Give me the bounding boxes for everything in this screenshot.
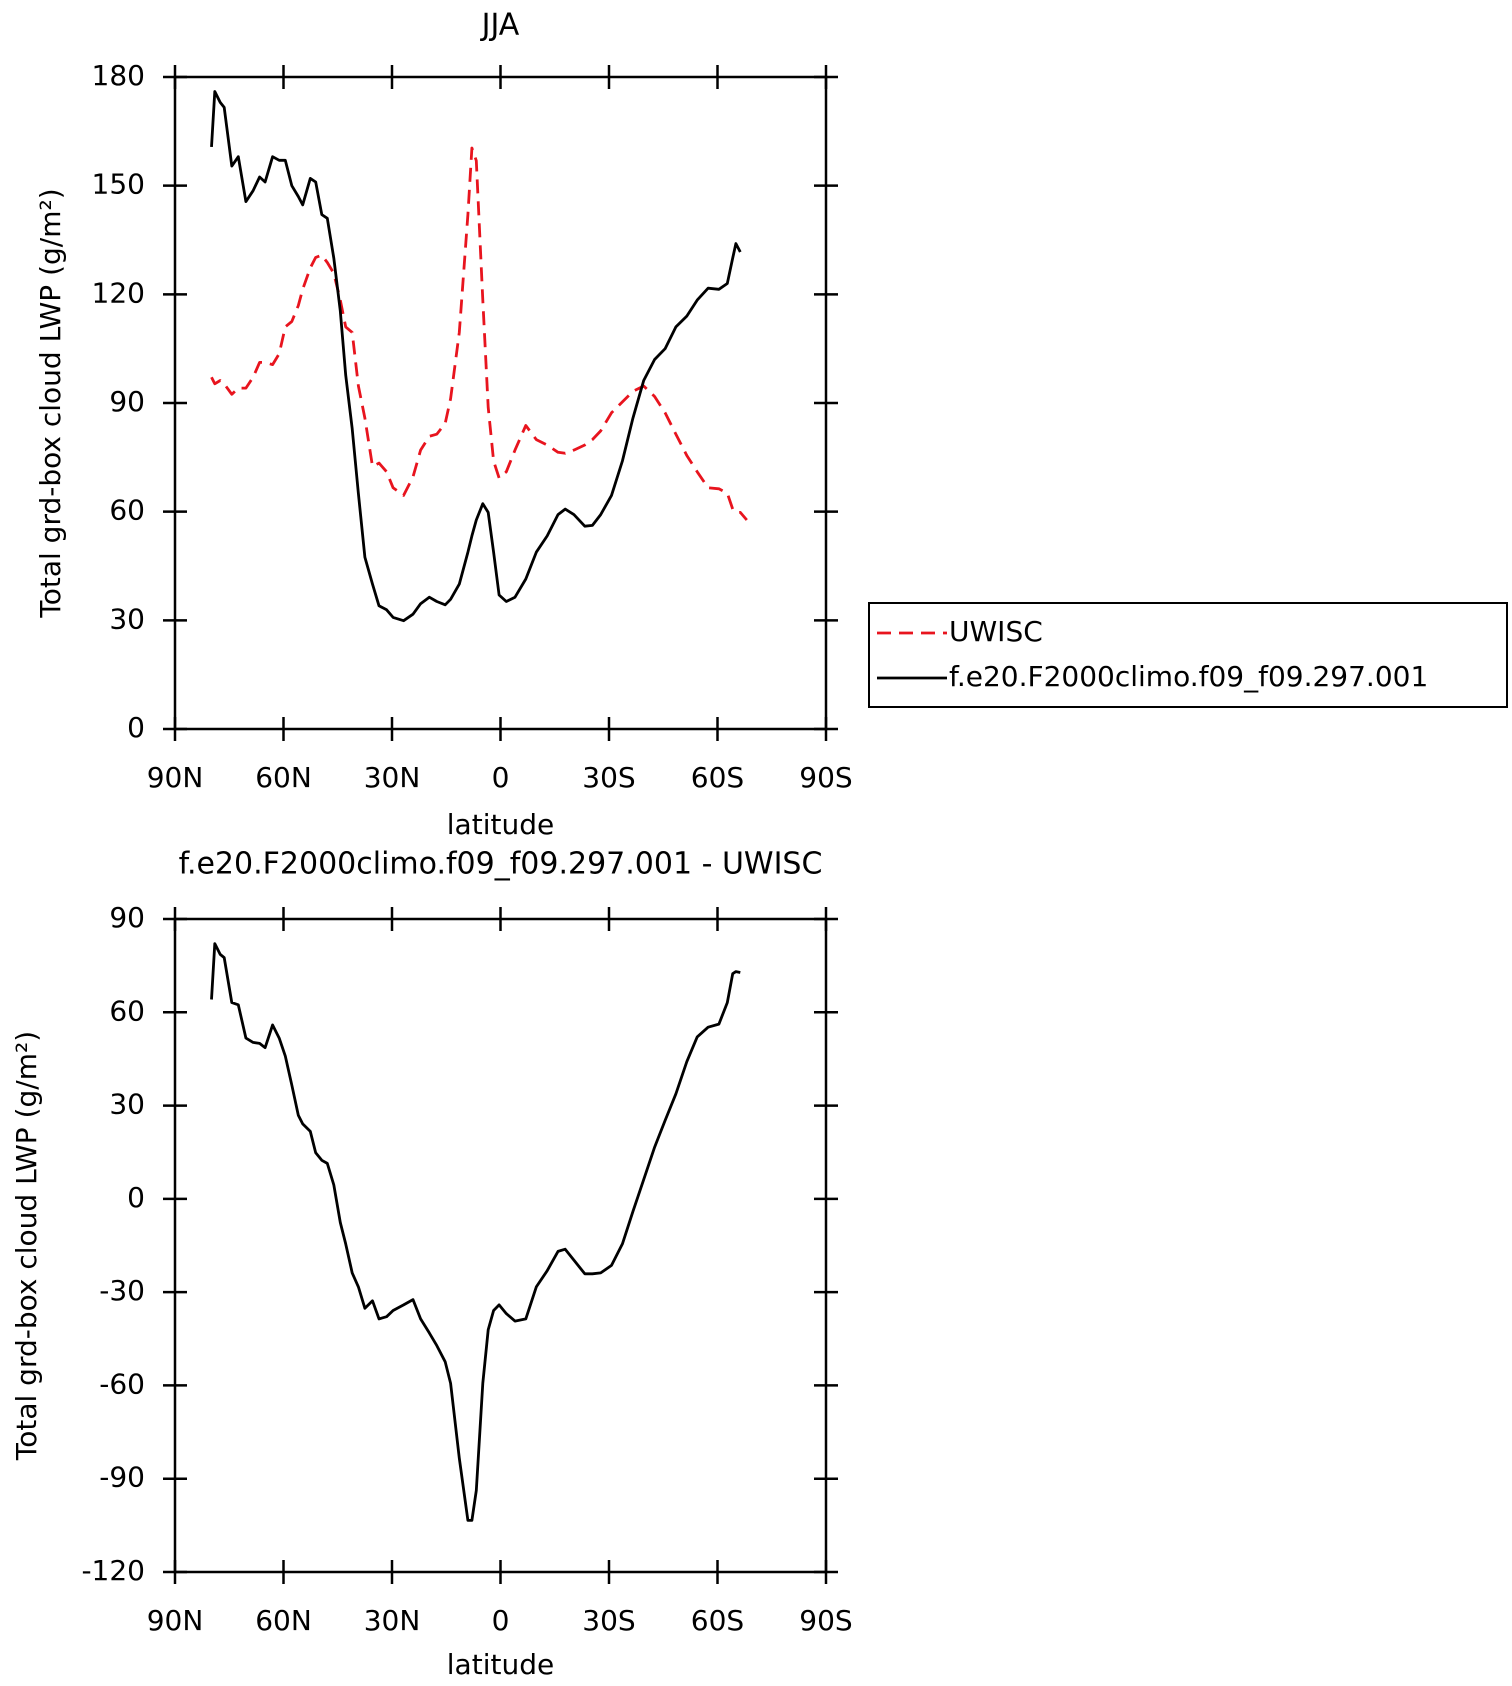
chart-title: JJA (480, 8, 520, 43)
x-tick-label: 30N (364, 1604, 421, 1637)
y-axis-label: Total grd-box cloud LWP (g/m²) (10, 1031, 43, 1461)
y-tick-label: 90 (109, 385, 145, 418)
y-tick-label: -60 (99, 1367, 145, 1400)
y-tick-label: 0 (127, 711, 145, 744)
plot-frame (173, 917, 828, 1574)
x-tick-label: 30S (582, 761, 635, 794)
x-tick-label: 90S (799, 1604, 852, 1637)
x-tick-label: 0 (492, 1604, 510, 1637)
y-tick-label: -30 (99, 1274, 145, 1307)
plot-frame (173, 75, 828, 731)
x-axis-label: latitude (447, 808, 554, 841)
y-axis-label: Total grd-box cloud LWP (g/m²) (34, 188, 67, 618)
data-line (210, 90, 742, 623)
x-tick-label: 60S (691, 1604, 744, 1637)
x-tick-label: 30N (364, 761, 421, 794)
x-axis-label: latitude (447, 1648, 554, 1681)
y-tick-label: 0 (127, 1181, 145, 1214)
y-tick-label: 120 (92, 276, 145, 309)
legend-label: UWISC (949, 615, 1043, 648)
data-line (210, 146, 748, 521)
chart-title: f.e20.F2000climo.f09_f09.297.001 - UWISC (179, 847, 823, 882)
x-tick-label: 60N (255, 761, 312, 794)
y-tick-label: 30 (109, 1088, 145, 1121)
x-tick-label: 90N (147, 761, 204, 794)
y-tick-label: 30 (109, 602, 145, 635)
y-tick-label: 60 (109, 994, 145, 1027)
x-tick-label: 90N (147, 1604, 204, 1637)
x-tick-label: 60S (691, 761, 744, 794)
legend-label: f.e20.F2000climo.f09_f09.297.001 (949, 660, 1428, 693)
x-tick-label: 30S (582, 1604, 635, 1637)
y-tick-label: 90 (109, 901, 145, 934)
y-tick-label: 60 (109, 494, 145, 527)
y-tick-label: 150 (92, 168, 145, 201)
x-tick-label: 60N (255, 1604, 312, 1637)
x-tick-label: 0 (492, 761, 510, 794)
data-line (210, 942, 741, 1522)
y-tick-label: -90 (99, 1461, 145, 1494)
x-tick-label: 90S (799, 761, 852, 794)
y-tick-label: 180 (92, 59, 145, 92)
y-tick-label: -120 (81, 1554, 145, 1587)
legend-box (868, 602, 1508, 708)
